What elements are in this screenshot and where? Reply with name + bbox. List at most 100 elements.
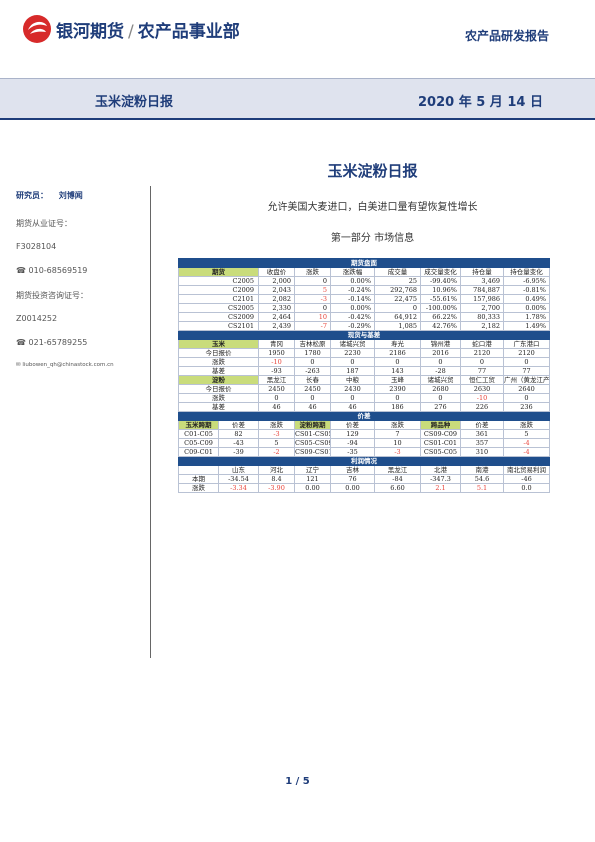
profit-row: 涨跌 -3.34 -3.90 0.00 0.00 6.60 2.1 5.1 0.0 <box>178 483 550 493</box>
company-name: 银河期货 <box>56 22 124 42</box>
table-cell: 诸城兴贸 <box>330 339 375 349</box>
table-cell: 3,469 <box>460 276 504 286</box>
market-data-table: 期货盘面 期货 收盘价 涨跌 涨跌幅 成交量 成交量变化 持仓量 持仓量变化 C2005 2,000… <box>178 258 550 493</box>
table-cell: 价差 <box>460 420 504 430</box>
table-cell: 涨跌 <box>178 483 219 493</box>
table-cell: -10 <box>460 393 504 403</box>
table-cell: 310 <box>460 447 504 457</box>
table-cell: 2,330 <box>258 303 295 313</box>
table-cell: -4 <box>503 438 550 448</box>
spread-row: C05-C09 -43 5 CS05-CS09 -94 10 CS01-C01 357 -4 <box>178 438 550 448</box>
table-cell: 64,912 <box>374 312 421 322</box>
table-cell: -0.42% <box>330 312 375 322</box>
investment-label: 期货投资咨询证号： <box>16 291 88 300</box>
table-cell: CS01-CS05 <box>294 429 331 439</box>
table-cell: 82 <box>218 429 259 439</box>
qualification-label: 期货从业证号： <box>16 219 72 228</box>
table-cell: 292,768 <box>374 285 421 295</box>
table-cell: 157,986 <box>460 294 504 304</box>
table-cell: 66.22% <box>420 312 461 322</box>
futures-row: C2005 2,000 0 0.00% 25 -99.40% 3,469 -6.95% <box>178 276 550 286</box>
starch-row: 涨跌 0 0 0 0 0 -10 0 <box>178 393 550 403</box>
table-cell: -46 <box>503 474 550 484</box>
table-cell: 0 <box>258 393 295 403</box>
table-cell: 辽宁 <box>294 465 331 475</box>
table-cell: 0 <box>294 357 331 367</box>
table-cell: 今日报价 <box>178 384 259 394</box>
researcher-label: 研究员： <box>16 191 48 200</box>
table-cell: -0.24% <box>330 285 375 295</box>
table-cell: 0 <box>374 303 421 313</box>
spot-section: 现货与基差 <box>178 330 550 340</box>
profit-row: 本期 -34.54 8.4 121 76 -84 -347.3 54.6 -46 <box>178 474 550 484</box>
table-cell: -39 <box>218 447 259 457</box>
table-cell: 236 <box>503 402 550 412</box>
phone-1: ☎ 010-68569519 <box>16 266 88 275</box>
table-cell: CS2005 <box>178 303 259 313</box>
table-cell: 2450 <box>294 384 331 394</box>
spread-header-row: 玉米跨期 价差 涨跌 淀粉跨期 价差 涨跌 跨品种 价差 涨跌 <box>178 420 550 430</box>
table-cell: CS01-C01 <box>420 438 461 448</box>
table-cell: C01-C05 <box>178 429 219 439</box>
table-cell: C2101 <box>178 294 259 304</box>
table-cell: CS05-CS09 <box>294 438 331 448</box>
table-cell: 0 <box>330 393 375 403</box>
corn-row: 涨跌 -10 0 0 0 0 0 0 <box>178 357 550 367</box>
futures-section-label: 期货盘面 <box>178 258 550 268</box>
investment-number: Z0014252 <box>16 314 58 323</box>
futures-header-row: 期货 收盘价 涨跌 涨跌幅 成交量 成交量变化 持仓量 持仓量变化 <box>178 267 550 277</box>
table-cell: 2186 <box>374 348 421 358</box>
table-cell: 0.0 <box>503 483 550 493</box>
table-cell: 5.1 <box>460 483 504 493</box>
table-cell: CS09-CS01 <box>294 447 331 457</box>
table-cell: -100.00% <box>420 303 461 313</box>
spot-section-label: 现货与基差 <box>178 330 550 340</box>
table-cell: 0 <box>374 357 421 367</box>
table-cell: 涨跌 <box>503 420 550 430</box>
table-cell: 2430 <box>330 384 375 394</box>
table-cell: 2450 <box>258 384 295 394</box>
table-cell: 0 <box>294 303 331 313</box>
table-cell: 6.60 <box>374 483 421 493</box>
table-cell: -94 <box>330 438 375 448</box>
table-cell: 北港 <box>420 465 461 475</box>
profit-section-label: 利润情况 <box>178 456 550 466</box>
table-cell: 2.1 <box>420 483 461 493</box>
table-cell: 涨跌 <box>294 267 331 277</box>
table-cell: 0.00 <box>330 483 375 493</box>
table-cell: 寿光 <box>374 339 421 349</box>
table-cell: 诸城兴贸 <box>420 375 461 385</box>
table-cell <box>178 465 219 475</box>
table-cell: -93 <box>258 366 295 376</box>
page-header: 银河期货 / 农产品事业部 农产品研发报告 <box>0 0 595 64</box>
starch-row: 今日报价 2450 2450 2430 2390 2680 2630 2640 <box>178 384 550 394</box>
table-cell: -3 <box>258 429 295 439</box>
table-cell: 226 <box>460 402 504 412</box>
table-cell: 0 <box>294 393 331 403</box>
table-cell: 121 <box>294 474 331 484</box>
table-cell: 恒仁工贸 <box>460 375 504 385</box>
table-cell: -28 <box>420 366 461 376</box>
table-cell: 2390 <box>374 384 421 394</box>
report-title: 玉米淀粉日报 <box>95 95 174 110</box>
table-cell: 25 <box>374 276 421 286</box>
corn-row: 基差 -93 -263 187 143 -28 77 77 <box>178 366 550 376</box>
table-cell: 1,085 <box>374 321 421 331</box>
table-cell: 涨跌 <box>178 357 259 367</box>
table-cell: 0.00% <box>330 303 375 313</box>
email-line: ✉ liubowen_qh@chinastock.com.cn <box>16 362 114 368</box>
division-name: 农产品事业部 <box>137 22 240 42</box>
table-cell: 784,887 <box>460 285 504 295</box>
table-cell: CS2009 <box>178 312 259 322</box>
report-type: 农产品研发报告 <box>464 29 549 43</box>
spread-section-label: 价差 <box>178 411 550 421</box>
table-cell: 0 <box>460 357 504 367</box>
table-cell: -4 <box>503 447 550 457</box>
table-cell: 成交量变化 <box>420 267 461 277</box>
table-cell: 1.78% <box>503 312 550 322</box>
table-cell: 10.96% <box>420 285 461 295</box>
table-cell: 2,182 <box>460 321 504 331</box>
page-number: 1 / 5 <box>285 776 310 787</box>
profit-section: 利润情况 <box>178 456 550 466</box>
